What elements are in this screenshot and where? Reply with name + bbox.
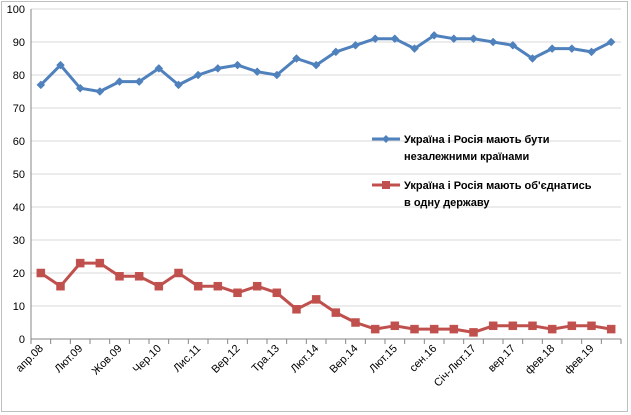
series-2-point (272, 288, 282, 298)
legend-label: Україна і Росія мають об'єднатись (404, 180, 592, 192)
series-1-point (311, 60, 321, 70)
series-1-point (233, 60, 242, 70)
series-1-point (606, 37, 616, 47)
y-tick-label: 50 (13, 169, 25, 181)
series-1-point (508, 40, 518, 50)
series-2-point (292, 305, 301, 314)
series-2-point (252, 281, 262, 291)
y-tick-label: 80 (13, 70, 25, 82)
series-2-point (95, 258, 105, 268)
series-2-point (370, 324, 380, 334)
x-tick-label: Лют.09 (53, 343, 86, 376)
series-2-point (134, 272, 144, 281)
series-2-point (36, 268, 46, 278)
x-tick-label: Лют.15 (367, 343, 400, 376)
series-2-point (311, 295, 321, 304)
series-2-point (567, 321, 577, 331)
y-tick-label: 20 (13, 268, 25, 280)
y-tick-label: 40 (13, 202, 25, 214)
series-2-point (587, 321, 596, 331)
series-1-point (331, 47, 341, 57)
y-tick-label: 60 (13, 136, 25, 148)
series-2-point (233, 288, 242, 298)
series-2-point (56, 281, 65, 291)
series-2-point (154, 281, 164, 291)
series-1-point (351, 40, 360, 50)
series-2-point (115, 272, 124, 281)
series-2-point (75, 258, 85, 268)
y-tick-label: 10 (13, 301, 25, 313)
series-2-point (449, 324, 459, 334)
series-1-point (134, 77, 144, 86)
x-tick-label: фев.18 (523, 343, 557, 377)
x-tick-label: вер.17 (486, 343, 518, 375)
series-1-point (115, 77, 124, 86)
series-2-point (390, 321, 400, 331)
series-1-point (429, 31, 439, 40)
series-1-point (75, 83, 85, 93)
series-2-point (429, 324, 439, 334)
x-tick-label: Тра.13 (250, 343, 282, 375)
series-1-point (292, 54, 301, 63)
legend-label: в одну державу (404, 197, 490, 209)
x-tick-label: Чер.10 (131, 343, 164, 376)
series-2-point (508, 321, 518, 331)
series-1-line (39, 33, 612, 93)
series-1-point (174, 80, 183, 90)
series-1-point (252, 67, 262, 77)
legend-swatch-marker (382, 135, 390, 143)
series-1-point (587, 47, 596, 57)
series-2-point (174, 268, 183, 278)
series-1-point (36, 80, 46, 90)
series-2-point (528, 321, 537, 331)
series-1-point (488, 37, 498, 47)
series-1-point (528, 54, 537, 63)
x-tick-label: Вер.14 (327, 343, 360, 376)
series-2-point (469, 328, 478, 337)
x-tick-label: апр.08 (14, 343, 46, 375)
series-2-point (410, 324, 419, 334)
y-tick-label: 70 (13, 103, 25, 115)
series-1-point (95, 87, 105, 96)
series-2-point (547, 324, 557, 334)
x-tick-label: Лют.14 (289, 343, 322, 376)
series-1-point (154, 64, 164, 73)
series-1-point (213, 64, 223, 73)
legend-label: Україна і Росія мають бути (404, 134, 550, 146)
series-1-point (390, 34, 400, 44)
series-1-point (547, 44, 557, 53)
y-tick-label: 100 (7, 4, 25, 16)
series-2-point (193, 281, 203, 291)
series-2-point (488, 321, 498, 331)
x-tick-label: Жов.09 (90, 343, 125, 378)
x-tick-label: фев.19 (562, 343, 596, 377)
series-1-point (410, 44, 419, 53)
y-tick-label: 90 (13, 37, 25, 49)
y-tick-label: 30 (13, 235, 25, 247)
legend-swatch-marker (382, 181, 390, 189)
x-tick-label: Вер.12 (209, 343, 242, 376)
series-1-point (56, 60, 65, 70)
legend-label: незалежними країнами (404, 151, 529, 163)
series-2-point (213, 281, 223, 291)
series-1-point (567, 44, 577, 53)
y-tick-label: 0 (19, 334, 25, 346)
series-1-point (370, 34, 380, 44)
x-tick-label: сен.16 (407, 343, 439, 375)
series-1-point (193, 70, 203, 80)
x-tick-label: Січ-Лют.17 (432, 343, 479, 390)
series-2-point (606, 324, 616, 334)
x-tick-label: Лис.11 (171, 343, 203, 375)
series-1-point (449, 34, 459, 44)
series-1-point (469, 34, 478, 44)
series-2-point (331, 308, 341, 317)
series-1-point (272, 70, 282, 80)
series-2-point (351, 318, 360, 327)
